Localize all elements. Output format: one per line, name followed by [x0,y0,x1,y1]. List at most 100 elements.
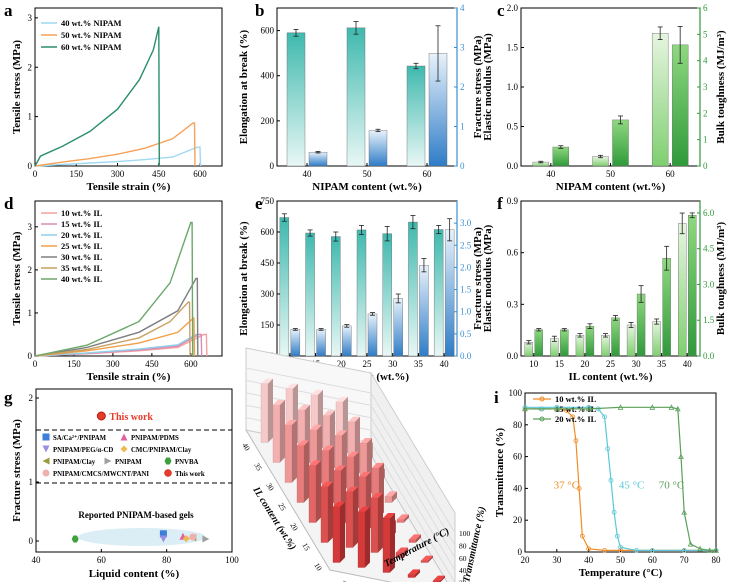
y-tick-label: 0 [270,161,275,171]
series-line [34,146,202,167]
series-marker [553,405,560,412]
series-marker [614,533,620,539]
bar3d-top [323,410,335,416]
threshold-annotation: 70 °C [659,479,685,491]
legend-marker [104,457,112,465]
x-tick-label: 150 [70,169,84,179]
bar3d-side [268,378,273,443]
bar3d-front [320,486,329,543]
x-tick-label: 20 [337,359,347,369]
y2-axis-label: Fracture stress (MPa) [472,227,484,330]
panel-letter: d [4,194,14,213]
bar3d-front [332,506,341,563]
y-tick-label: 2 [28,62,33,72]
y-tick-label: 1 [28,112,33,122]
y2-tick-label: 1 [703,135,708,145]
y-tick-label: 0.0 [507,351,519,361]
bar3d-top [285,419,297,425]
y-tick-label: 200 [261,116,275,126]
series-marker [573,438,579,444]
series-marker [579,533,585,539]
bar-right [419,265,429,357]
il-tick-label: 30 [264,481,276,492]
x-tick-label: 10 [529,359,539,369]
bar-left [286,32,306,167]
y-tick-label: 80 [513,420,523,430]
legend-label: 30 wt.% IL [61,252,103,262]
y2-axis-label: Bulk toughness (MJ/m³) [715,30,727,144]
x-tick-label: 600 [184,359,198,369]
wall-gridline [370,392,456,534]
series-line [34,221,194,357]
bar3d-front [308,465,317,523]
bar3d-top [359,471,371,477]
x-tick-label: 80 [712,555,722,565]
bar3d-side [304,440,309,503]
bar-left [651,33,669,167]
bar3d-top [347,451,359,457]
il-tick-label: 40 [240,441,252,452]
y2-tick-label: 0.0 [460,351,472,361]
y-tick-label: 150 [261,320,275,330]
legend-marker [164,469,172,477]
series-marker [713,547,719,553]
y-tick-label: 450 [261,258,275,268]
y2-tick-label: 0.0 [703,351,715,361]
legend-label: 35 wt.% IL [61,263,103,273]
bar3d-side [392,491,397,503]
bar3d-top [321,481,333,487]
legend-marker [164,457,172,465]
bar3d-top [261,378,273,384]
bar3d-top [335,430,347,436]
z-tick-label: 40 [459,566,467,575]
bar-right [534,329,543,357]
x-tick-label: 25 [363,359,373,369]
x-tick-label: 40 [584,555,594,565]
bar-left [433,229,444,357]
bar-right [308,151,328,167]
y-axis-label: Elongation at break (%) [238,221,250,336]
bar3d-top [408,569,420,575]
x-axis-label: Temperature (°C) [579,567,663,579]
y-axis-label: Elastic modulus (MPa) [482,33,494,141]
series-marker [617,404,624,410]
y2-tick-label: 2 [460,82,465,92]
x-tick-label: 15 [555,359,565,369]
y-tick-label: 600 [261,227,275,237]
legend-label: 40 wt.% NIPAM [61,18,122,28]
panel-h: h020406080100Transmittance (%)4035302520… [240,347,488,582]
bar-left [279,217,290,357]
il-tick-label: 20 [288,521,300,532]
y-tick-label: 300 [261,289,275,299]
bar3d-side [292,419,297,483]
series-marker [585,405,592,412]
bar3d-front [396,519,405,523]
x-tick-label: 20 [580,359,590,369]
y-tick-label: 0.3 [507,299,519,309]
y-tick-label: 0.0 [507,161,519,171]
legend-label: 10 wt.% IL [61,208,103,218]
wall-gridline [370,442,456,582]
legend-label: PNIPAM/Clay [53,459,96,466]
y2-tick-label: 6.0 [703,208,715,218]
y2-tick-label: 3.0 [703,279,715,289]
bar3d-top [334,465,346,471]
x-tick-label: 35 [414,359,424,369]
y2-tick-label: 2.0 [460,262,472,272]
legend-marker [42,469,50,477]
panel-a: a 0 150 300 450 600 0 1 2 3 Tensile strain (%) Tens… [4,1,223,193]
x-tick-label: 60 [423,169,433,179]
y-axis-label: Tensile stress (MPa) [11,40,23,134]
y-axis-label: Elongation at break (%) [238,29,250,144]
y-tick-label: 2.0 [507,3,519,13]
x-tick-label: 0 [33,359,38,369]
legend-label: PNIPAM [115,459,142,466]
series-marker [697,545,703,552]
bar3d-front [260,383,269,443]
bar3d-front [407,574,416,578]
y-tick-label: 0.5 [507,122,519,132]
bar3d-front [370,497,379,553]
wall-gridline [245,367,372,394]
z-tick-label: 20 [459,579,467,582]
